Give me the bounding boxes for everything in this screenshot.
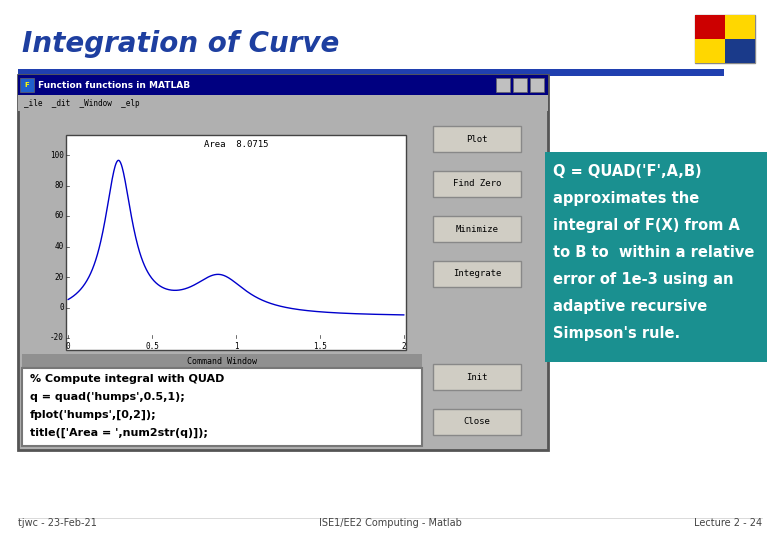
Text: 0: 0: [66, 342, 70, 351]
Text: approximates the: approximates the: [553, 191, 699, 206]
FancyBboxPatch shape: [433, 216, 521, 242]
FancyBboxPatch shape: [695, 39, 725, 63]
FancyBboxPatch shape: [18, 75, 548, 450]
FancyBboxPatch shape: [725, 39, 755, 63]
Text: Integration of Curve: Integration of Curve: [22, 30, 339, 58]
FancyBboxPatch shape: [725, 15, 755, 39]
Text: ISE1/EE2 Computing - Matlab: ISE1/EE2 Computing - Matlab: [318, 518, 462, 528]
Text: Integrate: Integrate: [453, 269, 502, 279]
Text: 100: 100: [50, 151, 64, 159]
Text: title(['Area = ',num2str(q)]);: title(['Area = ',num2str(q)]);: [30, 428, 208, 438]
FancyBboxPatch shape: [18, 69, 724, 76]
Text: 0: 0: [59, 303, 64, 312]
FancyBboxPatch shape: [695, 15, 755, 63]
Text: 60: 60: [55, 212, 64, 220]
Text: 1.5: 1.5: [313, 342, 327, 351]
Text: adaptive recursive: adaptive recursive: [553, 299, 707, 314]
Text: to B to  within a relative: to B to within a relative: [553, 245, 754, 260]
Text: tjwc - 23-Feb-21: tjwc - 23-Feb-21: [18, 518, 97, 528]
FancyBboxPatch shape: [433, 364, 521, 390]
Text: fplot('humps',[0,2]);: fplot('humps',[0,2]);: [30, 410, 157, 420]
FancyBboxPatch shape: [695, 15, 725, 39]
FancyBboxPatch shape: [433, 409, 521, 435]
FancyBboxPatch shape: [433, 261, 521, 287]
Text: q = quad('humps',0.5,1);: q = quad('humps',0.5,1);: [30, 392, 185, 402]
Text: Command Window: Command Window: [187, 356, 257, 366]
FancyBboxPatch shape: [22, 354, 422, 368]
FancyBboxPatch shape: [20, 78, 34, 92]
Text: Init: Init: [466, 373, 488, 381]
Text: 80: 80: [55, 181, 64, 190]
FancyBboxPatch shape: [433, 126, 521, 152]
Text: Q = QUAD('F',A,B): Q = QUAD('F',A,B): [553, 164, 702, 179]
Text: Find Zero: Find Zero: [453, 179, 502, 188]
Text: Function functions in MATLAB: Function functions in MATLAB: [38, 80, 190, 90]
FancyBboxPatch shape: [545, 152, 767, 362]
FancyBboxPatch shape: [18, 95, 548, 111]
Text: 40: 40: [55, 242, 64, 251]
FancyBboxPatch shape: [433, 171, 521, 197]
Text: integral of F(X) from A: integral of F(X) from A: [553, 218, 740, 233]
Text: Simpson's rule.: Simpson's rule.: [553, 326, 680, 341]
Text: F: F: [25, 82, 30, 88]
Text: -20: -20: [50, 334, 64, 342]
Text: 1: 1: [234, 342, 239, 351]
Text: 0.5: 0.5: [145, 342, 159, 351]
FancyBboxPatch shape: [496, 78, 510, 92]
FancyBboxPatch shape: [530, 78, 544, 92]
FancyBboxPatch shape: [22, 368, 422, 446]
Text: Minimize: Minimize: [456, 225, 498, 233]
Text: Close: Close: [463, 417, 491, 427]
Text: % Compute integral with QUAD: % Compute integral with QUAD: [30, 374, 225, 384]
FancyBboxPatch shape: [18, 75, 548, 95]
Text: 2: 2: [402, 342, 406, 351]
Text: _ile  _dit  _Window  _elp: _ile _dit _Window _elp: [24, 98, 140, 107]
FancyBboxPatch shape: [513, 78, 527, 92]
FancyBboxPatch shape: [66, 135, 406, 350]
Text: error of 1e-3 using an: error of 1e-3 using an: [553, 272, 733, 287]
Text: Plot: Plot: [466, 134, 488, 144]
Text: Area  8.0715: Area 8.0715: [204, 140, 268, 149]
Text: Lecture 2 - 24: Lecture 2 - 24: [694, 518, 762, 528]
Text: 20: 20: [55, 273, 64, 281]
